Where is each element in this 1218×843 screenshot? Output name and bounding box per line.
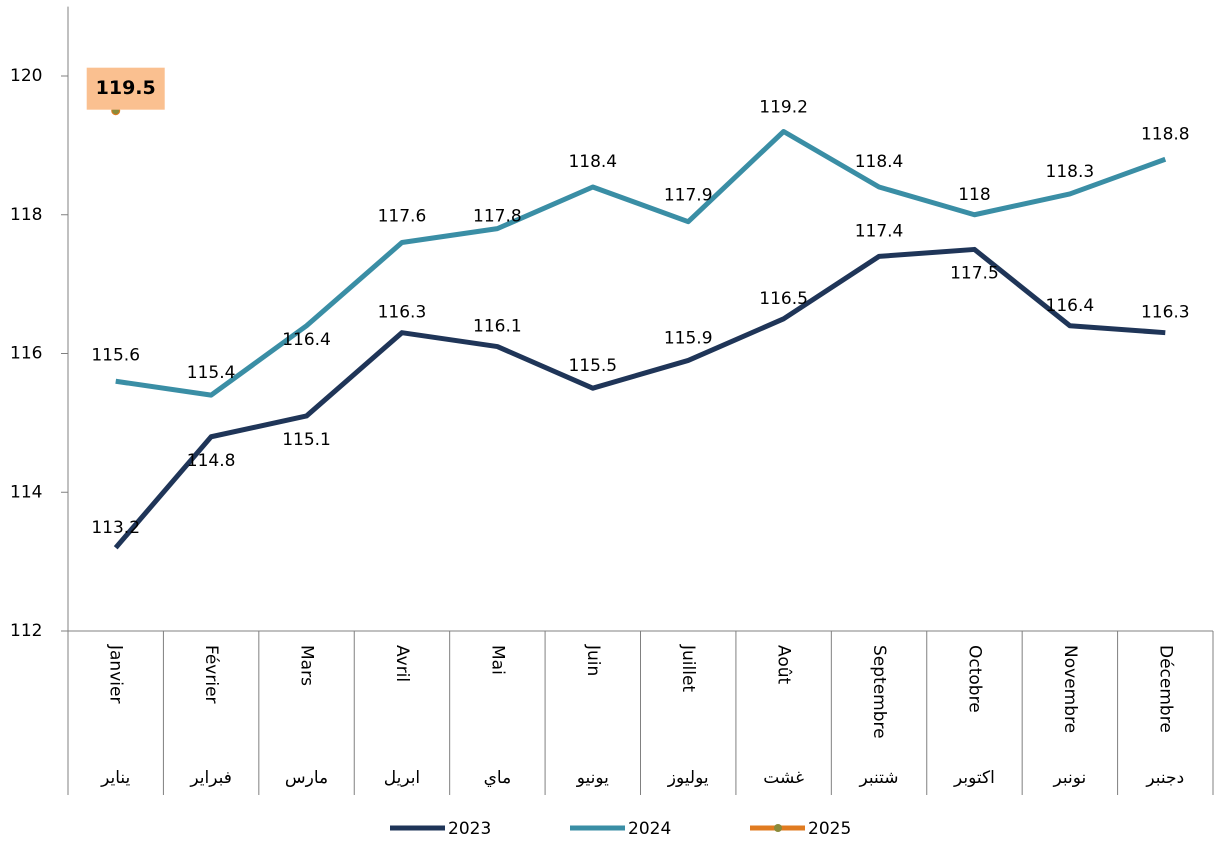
data-label: 116.4	[1046, 296, 1095, 316]
legend-marker	[774, 824, 782, 832]
legend-label: 2024	[628, 819, 671, 839]
data-label: 118.3	[1046, 162, 1095, 182]
data-label: 116.3	[378, 303, 427, 323]
x-tick-label-ar: اكتوبر	[953, 768, 995, 788]
x-tick-label-ar: فبراير	[189, 768, 231, 788]
x-tick-label: Avril	[392, 645, 412, 682]
x-tick-label-ar: يوليوز	[667, 768, 709, 788]
data-label: 117.5	[950, 263, 999, 283]
data-label: 118	[958, 185, 990, 205]
x-tick-label: Octobre	[964, 645, 984, 713]
x-tick-label: Novembre	[1060, 645, 1080, 733]
data-label: 115.5	[568, 356, 617, 376]
data-label: 119.2	[759, 98, 808, 118]
x-tick-label: Décembre	[1155, 645, 1175, 733]
data-label: 113.2	[91, 518, 140, 538]
y-tick-label: 118	[10, 205, 42, 225]
data-label: 116.5	[759, 289, 808, 309]
x-tick-label-ar: يونيو	[576, 768, 609, 788]
data-label: 118.4	[855, 152, 904, 172]
series-line	[115, 129, 1167, 398]
y-tick-label: 112	[10, 621, 42, 641]
x-tick-label-ar: نونبر	[1052, 768, 1086, 788]
data-label: 115.4	[187, 363, 236, 383]
x-tick-label-ar: ماي	[484, 768, 512, 788]
legend-label: 2025	[808, 819, 851, 839]
x-tick-label-ar: شتنبر	[859, 768, 899, 788]
data-label: 116.3	[1141, 303, 1190, 323]
x-tick-label: Mai	[487, 645, 507, 675]
x-tick-label: Août	[774, 645, 794, 685]
data-label: 117.4	[855, 221, 904, 241]
label-box	[86, 67, 165, 110]
x-tick-label-ar: دجنبر	[1145, 768, 1184, 788]
x-tick-label: Juillet	[678, 644, 698, 692]
legend-label: 2023	[448, 819, 491, 839]
data-label: 118.8	[1141, 124, 1190, 144]
data-label: 117.6	[378, 207, 427, 227]
data-label: 114.8	[187, 451, 236, 471]
x-tick-label-ar: مارس	[285, 768, 328, 788]
x-tick-label: Septembre	[869, 645, 889, 739]
x-tick-label: Juin	[583, 644, 603, 676]
data-label: 115.1	[282, 430, 331, 450]
data-label: 115.9	[664, 328, 713, 348]
y-tick-label: 120	[10, 66, 42, 86]
series-line	[113, 246, 1166, 550]
data-label: 119.5	[96, 77, 156, 99]
data-label: 116.1	[473, 317, 522, 337]
y-tick-label: 114	[10, 482, 42, 502]
y-tick-label: 116	[10, 344, 42, 364]
data-label: 117.8	[473, 207, 522, 227]
data-label: 118.4	[568, 152, 617, 172]
x-tick-label: Janvier	[106, 644, 126, 703]
data-label: 115.6	[91, 345, 140, 365]
x-tick-label-ar: غشت	[763, 768, 804, 788]
x-tick-label: Mars	[297, 645, 317, 686]
data-label: 116.4	[282, 330, 331, 350]
x-tick-label: Février	[201, 645, 221, 704]
data-label: 117.9	[664, 186, 713, 206]
x-tick-label-ar: ابريل	[384, 768, 420, 788]
x-tick-label-ar: يناير	[100, 768, 130, 788]
